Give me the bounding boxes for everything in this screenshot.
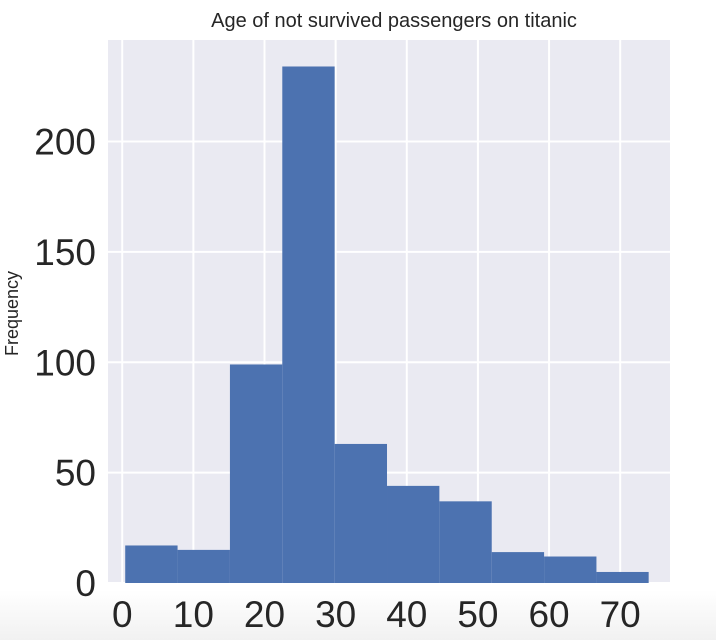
histogram-bars (125, 66, 649, 584)
histogram-bar (491, 552, 545, 583)
histogram-bar (125, 545, 178, 583)
histogram-bar (177, 549, 230, 583)
y-axis-label: Frequency (2, 271, 22, 356)
histogram-bar (544, 556, 597, 583)
histogram-bar (439, 501, 492, 583)
x-tick-label: 70 (600, 594, 641, 635)
histogram-bar (387, 485, 440, 583)
x-tick-label: 20 (244, 594, 285, 635)
histogram-bar (596, 571, 649, 583)
histogram-bar (229, 364, 283, 583)
x-tick-labels: 0 10 20 30 40 50 60 70 (112, 594, 641, 635)
y-tick-label: 200 (34, 122, 96, 163)
footer-band (0, 590, 716, 640)
x-tick-label: 10 (173, 594, 214, 635)
x-tick-label: 0 (112, 594, 133, 635)
x-tick-label: 60 (528, 594, 569, 635)
y-tick-label: 50 (55, 453, 96, 494)
x-tick-label: 30 (315, 594, 356, 635)
chart-title: Age of not survived passengers on titani… (211, 10, 577, 32)
histogram-bar (282, 66, 335, 584)
y-tick-label: 0 (75, 563, 96, 604)
y-tick-labels: 0 50 100 150 200 (34, 122, 96, 604)
histogram-bar (334, 443, 388, 583)
x-tick-label: 40 (386, 594, 427, 635)
y-tick-label: 100 (34, 342, 96, 383)
y-tick-label: 150 (34, 232, 96, 273)
x-tick-label: 50 (457, 594, 498, 635)
